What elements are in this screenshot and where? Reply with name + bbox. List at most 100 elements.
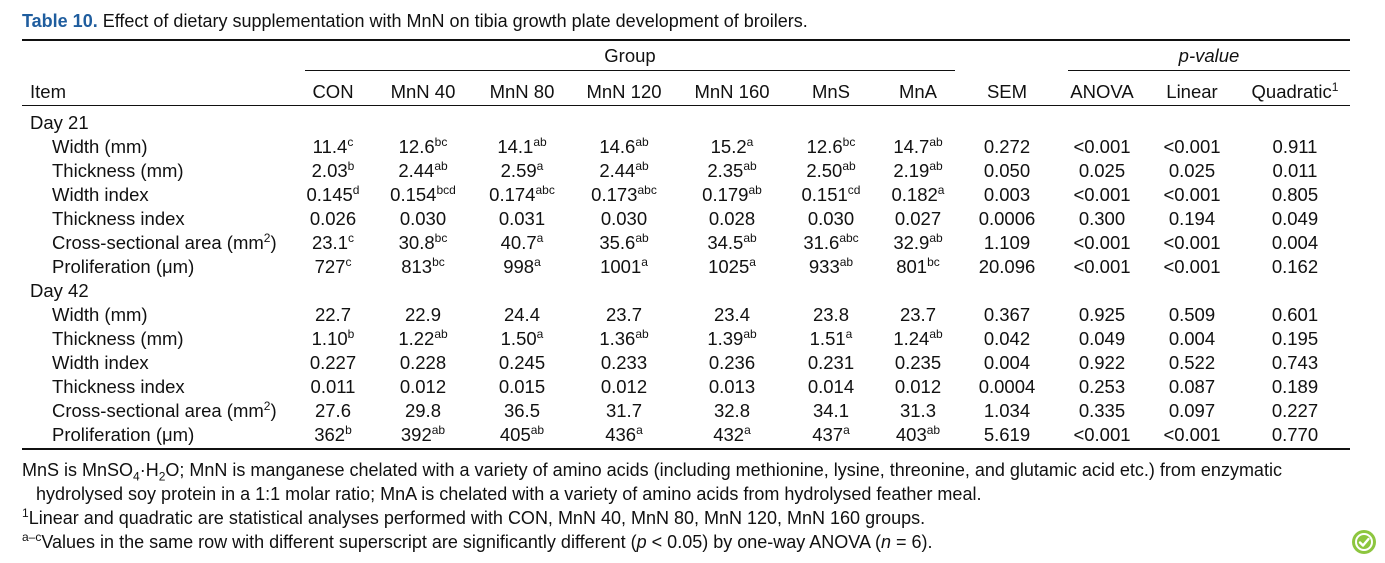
table-cell: 0.004 xyxy=(983,352,1031,373)
table-cell: 29.8 xyxy=(404,400,441,421)
table-cell: 0.028 xyxy=(708,208,756,229)
leaf-check-icon[interactable] xyxy=(1351,529,1377,555)
table-label: Table 10. xyxy=(22,11,98,31)
table-cell: 0.049 xyxy=(1271,208,1319,229)
table-cell: 34.5ab xyxy=(707,230,757,253)
table-cell: 2.44ab xyxy=(398,158,448,181)
table-cell: 0.300 xyxy=(1078,208,1126,229)
item-column-header: Item xyxy=(30,81,66,102)
table-cell: 0.189 xyxy=(1271,376,1319,397)
table-cell: 0.012 xyxy=(600,376,648,397)
table-cell: 0.911 xyxy=(1272,136,1318,157)
table-cell: 0.253 xyxy=(1078,376,1126,397)
table-cell: 23.7 xyxy=(605,304,642,325)
table-cell: 0.011 xyxy=(310,376,356,397)
table-cell: 23.1c xyxy=(311,230,354,253)
table-cell: 2.59a xyxy=(500,158,544,181)
table-cell: 0.509 xyxy=(1168,304,1216,325)
table-cell: 20.096 xyxy=(978,256,1036,277)
table-cell: 24.4 xyxy=(503,304,540,325)
table-cell: 1025a xyxy=(708,254,756,277)
table-cell: <0.001 xyxy=(1073,256,1131,277)
table-cell: 2.03b xyxy=(311,158,355,181)
row-item-label: Proliferation (μm) xyxy=(52,256,195,277)
table-cell: 0.050 xyxy=(983,160,1031,181)
pvalue-span-header: p-value xyxy=(1178,45,1240,66)
table-cell: 0.012 xyxy=(894,376,942,397)
table-cell: 2.35ab xyxy=(707,158,757,181)
table-cell: 22.7 xyxy=(314,304,351,325)
table-cell: <0.001 xyxy=(1163,424,1221,445)
column-header: SEM xyxy=(986,81,1028,102)
table-cell: 0.097 xyxy=(1168,400,1216,421)
section-label: Day 42 xyxy=(30,280,89,301)
table-cell: <0.001 xyxy=(1073,424,1131,445)
table-cell: 0.770 xyxy=(1271,424,1319,445)
table-cell: 0.235 xyxy=(894,352,942,373)
table-cell: 0.025 xyxy=(1168,160,1216,181)
table-cell: 0.014 xyxy=(807,376,855,397)
group-span-header: Group xyxy=(604,45,656,66)
table-cell: 0.173abc xyxy=(591,182,657,205)
table-cell: 405ab xyxy=(499,422,545,445)
table-cell: 362b xyxy=(314,422,352,445)
table-cell: 5.619 xyxy=(983,424,1031,445)
table-cell: <0.001 xyxy=(1163,184,1221,205)
table-caption: Table 10. Effect of dietary supplementat… xyxy=(22,10,808,32)
table-cell: 1.50a xyxy=(500,326,544,349)
table-body: Day 21 Width (mm) 11.4c 12.6bc 14.1ab 14.6ab 1… xyxy=(30,112,1319,445)
table-cell: 0.228 xyxy=(399,352,447,373)
table-cell: 1.22ab xyxy=(398,326,448,349)
table-cell: 23.4 xyxy=(713,304,750,325)
header-bottom-rule xyxy=(22,105,1350,106)
table-cell: 0.030 xyxy=(600,208,648,229)
table-cell: 0.145d xyxy=(306,182,360,205)
table-cell: 32.9ab xyxy=(893,230,943,253)
table-cell: <0.001 xyxy=(1073,232,1131,253)
note-superscripts: a–cValues in the same row with different… xyxy=(22,530,933,552)
table-cell: 1.36ab xyxy=(599,326,649,349)
table-cell: 0.003 xyxy=(983,184,1031,205)
table-cell: 437a xyxy=(812,422,850,445)
table-cell: 2.19ab xyxy=(893,158,943,181)
table-cell: 0.027 xyxy=(894,208,942,229)
table-cell: 0.195 xyxy=(1271,328,1319,349)
table-cell: 0.025 xyxy=(1078,160,1126,181)
column-header: Quadratic1 xyxy=(1251,79,1339,102)
column-header: Linear xyxy=(1166,81,1218,102)
column-header: MnA xyxy=(898,81,938,102)
table-cell: 31.7 xyxy=(605,400,642,421)
table-cell: 0.013 xyxy=(708,376,756,397)
table-cell: 0.012 xyxy=(399,376,447,397)
table-cell: 0.030 xyxy=(807,208,855,229)
table-cell: 0.227 xyxy=(1271,400,1319,421)
table-cell: 0.925 xyxy=(1078,304,1126,325)
row-item-label: Thickness index xyxy=(52,208,185,229)
table-cell: 35.6ab xyxy=(599,230,649,253)
table-cell: 0.0004 xyxy=(978,376,1036,397)
column-header: MnS xyxy=(811,81,851,102)
table-top-rule xyxy=(22,39,1350,41)
table-cell: <0.001 xyxy=(1073,184,1131,205)
table-cell: 0.182a xyxy=(891,182,945,205)
table-cell: 0.004 xyxy=(1168,328,1216,349)
table-cell: 14.7ab xyxy=(893,134,943,157)
table-cell: 0.162 xyxy=(1271,256,1319,277)
group-span-rule xyxy=(305,70,955,71)
table-cell: 2.44ab xyxy=(599,158,649,181)
row-item-label: Width (mm) xyxy=(52,136,148,157)
table-cell: <0.001 xyxy=(1163,232,1221,253)
table-notes: MnS is MnSO4·H2O; MnN is manganese chela… xyxy=(22,458,1362,554)
table-cell: 34.1 xyxy=(812,400,849,421)
table-cell: 392ab xyxy=(400,422,446,445)
note-linear-quadratic: 1Linear and quadratic are statistical an… xyxy=(22,506,926,528)
table-cell: 0.367 xyxy=(983,304,1031,325)
row-item-label: Proliferation (μm) xyxy=(52,424,195,445)
table-cell: <0.001 xyxy=(1163,136,1221,157)
table-cell: 0.004 xyxy=(1271,232,1319,253)
note-abbreviations: MnS is MnSO4·H2O; MnN is manganese chela… xyxy=(22,460,1282,484)
table-cell: 23.7 xyxy=(899,304,936,325)
table-cell: 22.9 xyxy=(404,304,441,325)
table-cell: 801bc xyxy=(896,254,940,277)
table-cell: 31.3 xyxy=(899,400,936,421)
